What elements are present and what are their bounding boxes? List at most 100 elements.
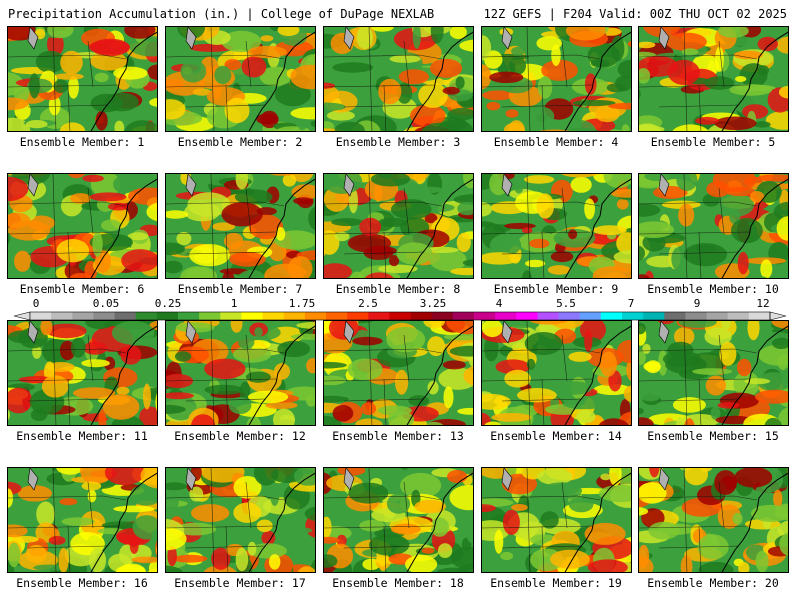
ensemble-member-map-7[interactable] xyxy=(165,173,316,279)
precip-map xyxy=(8,174,157,278)
legend-swatch xyxy=(368,312,390,320)
precip-map xyxy=(324,174,473,278)
ensemble-member-map-3[interactable] xyxy=(323,26,474,132)
legend-swatch xyxy=(72,312,94,320)
precip-map xyxy=(166,321,315,425)
legend-swatch xyxy=(452,312,475,320)
legend-swatch xyxy=(304,312,327,320)
ensemble-member-label: Ensemble Member: 20 xyxy=(647,576,779,590)
precip-map xyxy=(8,468,157,572)
legend-tick-label: 2.5 xyxy=(358,297,378,310)
precip-map xyxy=(8,321,157,425)
legend-swatch xyxy=(262,312,285,320)
legend-swatch xyxy=(156,312,179,320)
precip-map xyxy=(482,321,631,425)
precip-map xyxy=(639,174,788,278)
legend-tick-label: 7 xyxy=(627,297,635,310)
ensemble-member-label: Ensemble Member: 7 xyxy=(177,282,303,296)
legend-swatch xyxy=(516,312,538,320)
legend-tick-label: 1 xyxy=(230,297,238,310)
ensemble-member-label: Ensemble Member: 2 xyxy=(177,135,303,149)
legend-swatch xyxy=(495,312,517,320)
precip-map xyxy=(639,321,788,425)
legend-swatch xyxy=(748,312,771,320)
ensemble-member-label: Ensemble Member: 12 xyxy=(174,429,306,443)
legend-swatch xyxy=(199,312,221,320)
precip-map xyxy=(324,27,473,131)
ensemble-member-map-6[interactable] xyxy=(7,173,158,279)
precip-map xyxy=(8,27,157,131)
legend-swatch xyxy=(93,312,115,320)
ensemble-member-map-20[interactable] xyxy=(638,467,789,573)
legend-swatch xyxy=(727,312,750,320)
ensemble-member-map-13[interactable] xyxy=(323,320,474,426)
run-info: 12Z GEFS | F204 Valid: 00Z THU OCT 02 20… xyxy=(483,7,787,21)
legend-swatch xyxy=(283,312,306,320)
legend-arrow-right xyxy=(769,311,787,321)
legend-swatch xyxy=(622,312,644,320)
page-title: Precipitation Accumulation (in.) | Colle… xyxy=(8,7,435,21)
ensemble-member-label: Ensemble Member: 3 xyxy=(335,135,461,149)
ensemble-member-map-15[interactable] xyxy=(638,320,789,426)
legend-swatch xyxy=(135,312,158,320)
legend-swatch xyxy=(51,312,73,320)
legend-tick-label: 5.5 xyxy=(556,297,576,310)
legend-swatch xyxy=(643,312,665,320)
legend-swatch xyxy=(579,312,602,320)
legend-swatch xyxy=(114,312,137,320)
ensemble-member-label: Ensemble Member: 16 xyxy=(16,576,148,590)
ensemble-member-map-4[interactable] xyxy=(481,26,632,132)
legend-tick-label: 3.25 xyxy=(419,297,447,310)
color-scale-legend xyxy=(13,311,787,321)
ensemble-member-map-11[interactable] xyxy=(7,320,158,426)
legend-swatch xyxy=(431,312,454,320)
ensemble-member-map-19[interactable] xyxy=(481,467,632,573)
ensemble-member-label: Ensemble Member: 4 xyxy=(493,135,619,149)
ensemble-member-map-10[interactable] xyxy=(638,173,789,279)
precip-map xyxy=(166,468,315,572)
precip-map xyxy=(482,468,631,572)
legend-tick-label: 12 xyxy=(756,297,770,310)
ensemble-member-map-12[interactable] xyxy=(165,320,316,426)
ensemble-member-map-14[interactable] xyxy=(481,320,632,426)
ensemble-member-map-5[interactable] xyxy=(638,26,789,132)
legend-swatch xyxy=(558,312,581,320)
ensemble-member-map-9[interactable] xyxy=(481,173,632,279)
legend-tick-label: 4 xyxy=(495,297,503,310)
legend-swatch xyxy=(664,312,686,320)
legend-swatch xyxy=(347,312,369,320)
precip-map xyxy=(482,27,631,131)
legend-tick-label: 1.75 xyxy=(288,297,316,310)
ensemble-member-map-18[interactable] xyxy=(323,467,474,573)
ensemble-member-label: Ensemble Member: 11 xyxy=(16,429,148,443)
legend-tick-label: 0 xyxy=(32,297,40,310)
legend-swatch xyxy=(389,312,411,320)
legend-swatch xyxy=(178,312,200,320)
ensemble-member-label: Ensemble Member: 1 xyxy=(19,135,145,149)
legend-swatch xyxy=(241,312,263,320)
ensemble-member-label: Ensemble Member: 14 xyxy=(490,429,622,443)
legend-tick-label: 0.25 xyxy=(154,297,182,310)
legend-tick-label: 9 xyxy=(693,297,701,310)
ensemble-member-label: Ensemble Member: 18 xyxy=(332,576,464,590)
legend-tick-label: 0.05 xyxy=(92,297,120,310)
ensemble-member-label: Ensemble Member: 19 xyxy=(490,576,622,590)
precip-map xyxy=(639,468,788,572)
ensemble-member-label: Ensemble Member: 10 xyxy=(647,282,779,296)
legend-swatch xyxy=(685,312,707,320)
ensemble-member-map-1[interactable] xyxy=(7,26,158,132)
ensemble-member-map-16[interactable] xyxy=(7,467,158,573)
precip-map xyxy=(482,174,631,278)
legend-swatch xyxy=(30,312,52,320)
ensemble-member-map-8[interactable] xyxy=(323,173,474,279)
precip-map xyxy=(166,27,315,131)
legend-swatch xyxy=(537,312,559,320)
precip-map xyxy=(166,174,315,278)
ensemble-member-map-17[interactable] xyxy=(165,467,316,573)
legend-swatch xyxy=(600,312,623,320)
legend-arrow-left xyxy=(13,311,31,321)
ensemble-member-map-2[interactable] xyxy=(165,26,316,132)
ensemble-member-label: Ensemble Member: 17 xyxy=(174,576,306,590)
legend-swatch xyxy=(706,312,729,320)
ensemble-member-label: Ensemble Member: 6 xyxy=(19,282,145,296)
